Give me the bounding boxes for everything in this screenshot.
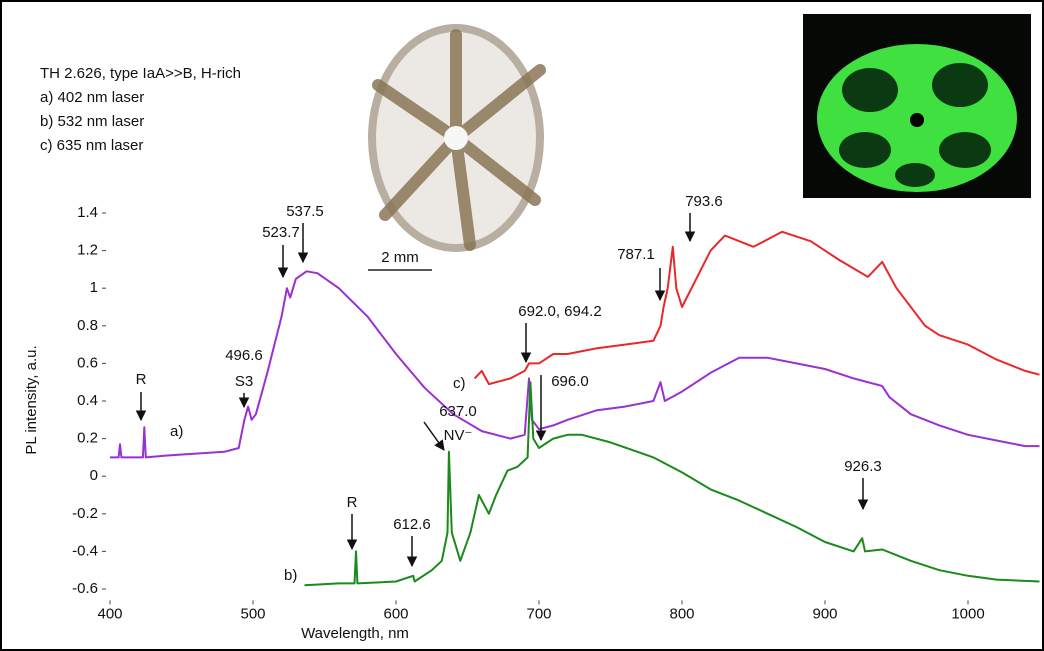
y-tick-label: 0.4 [77,392,98,409]
y-tick-label: 0.8 [77,317,98,334]
series-line [110,270,1040,459]
annotation: R [136,371,147,388]
annotation: 523.7 [262,224,300,241]
y-tick-label: 1.2 [77,242,98,259]
series-label: c) [453,375,466,392]
annotation: 537.5 [286,203,324,220]
x-tick-label: 800 [669,605,694,622]
y-tick-label: -0.4 [72,542,98,559]
annotation: 787.1 [617,246,655,263]
y-axis-title: PL intensity, a.u. [23,345,40,454]
photo-left [368,24,546,252]
y-tick-label: 1.4 [77,204,98,221]
legend-entry: a) 402 nm laser [40,89,144,106]
annotation: S3 [235,373,253,390]
annotation: R [347,494,358,511]
y-tick-label: -0.2 [72,505,98,522]
x-axis-title: Wavelength, nm [301,625,409,642]
legend-entry: b) 532 nm laser [40,113,144,130]
x-tick-label: 400 [97,605,122,622]
y-tick-label: 0.6 [77,354,98,371]
annotation: 696.0 [551,373,589,390]
legend-title: TH 2.626, type IaA>>B, H-rich [40,65,241,82]
y-tick-label: 1 [90,279,98,296]
series-label: b) [284,567,297,584]
series-line [304,381,1040,587]
x-tick-label: 900 [812,605,837,622]
y-tick-label: -0.6 [72,580,98,597]
legend-entry: c) 635 nm laser [40,137,143,154]
x-tick-label: 1000 [951,605,984,622]
series-line [473,230,1040,386]
y-tick-label: 0 [90,467,98,484]
annotation: NV⁻ [444,427,473,444]
annotation: 793.6 [685,193,723,210]
annotation: 926.3 [844,458,882,475]
series-label: a) [170,423,183,440]
y-tick-label: 0.2 [77,430,98,447]
annotation-arrow [423,421,445,451]
photo-right [803,14,1031,198]
scale-bar-label: 2 mm [381,249,419,266]
x-tick-label: 500 [240,605,265,622]
x-tick-label: 700 [526,605,551,622]
annotation: 496.6 [225,347,263,364]
annotation: 692.0, 694.2 [518,303,601,320]
x-tick-label: 600 [383,605,408,622]
annotation: 612.6 [393,516,431,533]
annotation: 637.0 [439,403,477,420]
